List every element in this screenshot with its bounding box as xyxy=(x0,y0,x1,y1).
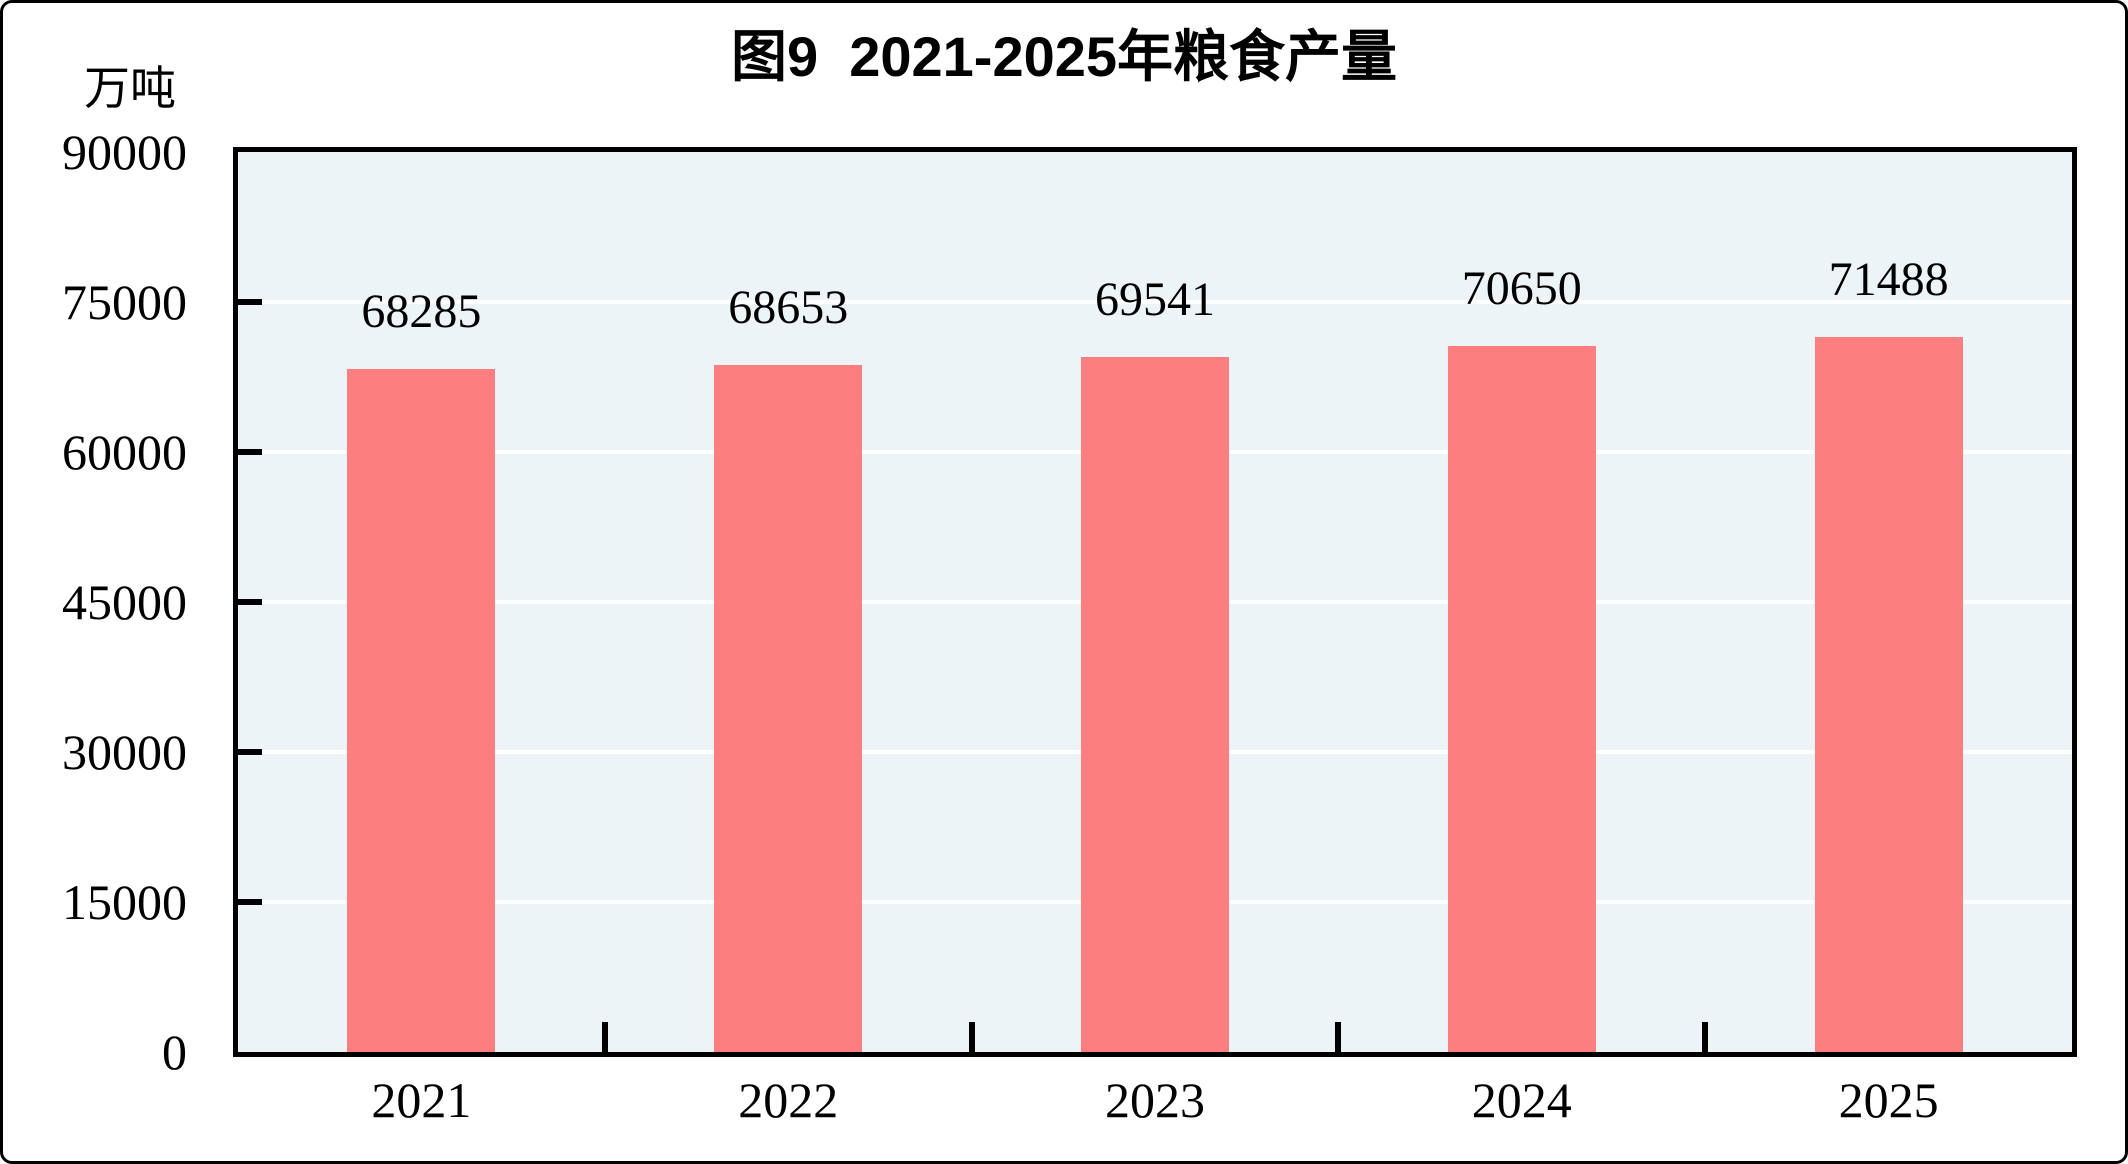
bar-value-label-2025: 71488 xyxy=(1828,253,1949,307)
y-tick-mark-45000 xyxy=(238,599,262,605)
y-tick-label-15000: 15000 xyxy=(62,874,187,930)
y-tick-label-90000: 90000 xyxy=(62,124,187,180)
bar-2025 xyxy=(1814,337,1963,1052)
y-tick-label-60000: 60000 xyxy=(62,424,187,480)
plot-area: 68285 68653 69541 70650 71488 xyxy=(233,147,2077,1057)
x-tick-mark-2 xyxy=(968,1022,975,1052)
x-tick-mark-1 xyxy=(601,1022,608,1052)
bar-2021 xyxy=(347,369,496,1052)
x-tick-label-2021: 2021 xyxy=(371,1072,472,1128)
bar-2022 xyxy=(714,365,863,1052)
y-tick-mark-30000 xyxy=(238,749,262,755)
chart-title: 图9 2021-2025年粮食产量 xyxy=(730,25,1398,88)
x-tick-mark-4 xyxy=(1702,1022,1709,1052)
y-tick-mark-60000 xyxy=(238,449,262,455)
y-tick-mark-75000 xyxy=(238,299,262,305)
x-tick-label-2022: 2022 xyxy=(738,1072,839,1128)
bar-value-label-2023: 69541 xyxy=(1095,272,1215,326)
x-tick-mark-3 xyxy=(1335,1022,1342,1052)
bar-2024 xyxy=(1447,345,1596,1052)
y-tick-label-0: 0 xyxy=(162,1024,187,1080)
bar-2023 xyxy=(1081,356,1229,1052)
y-tick-label-75000: 75000 xyxy=(62,274,187,330)
bar-value-label-2021: 68285 xyxy=(361,285,482,339)
bar-value-label-2022: 68653 xyxy=(728,281,849,335)
y-tick-label-30000: 30000 xyxy=(62,724,187,780)
y-tick-mark-15000 xyxy=(238,899,262,905)
x-tick-label-2023: 2023 xyxy=(1105,1072,1205,1128)
x-tick-label-2025: 2025 xyxy=(1838,1072,1939,1128)
bar-value-label-2024: 70650 xyxy=(1461,261,1582,315)
y-axis-unit-label: 万吨 xyxy=(84,63,176,114)
x-tick-label-2024: 2024 xyxy=(1471,1072,1572,1128)
y-tick-label-45000: 45000 xyxy=(62,574,187,630)
gridline-75000 xyxy=(238,300,2072,304)
